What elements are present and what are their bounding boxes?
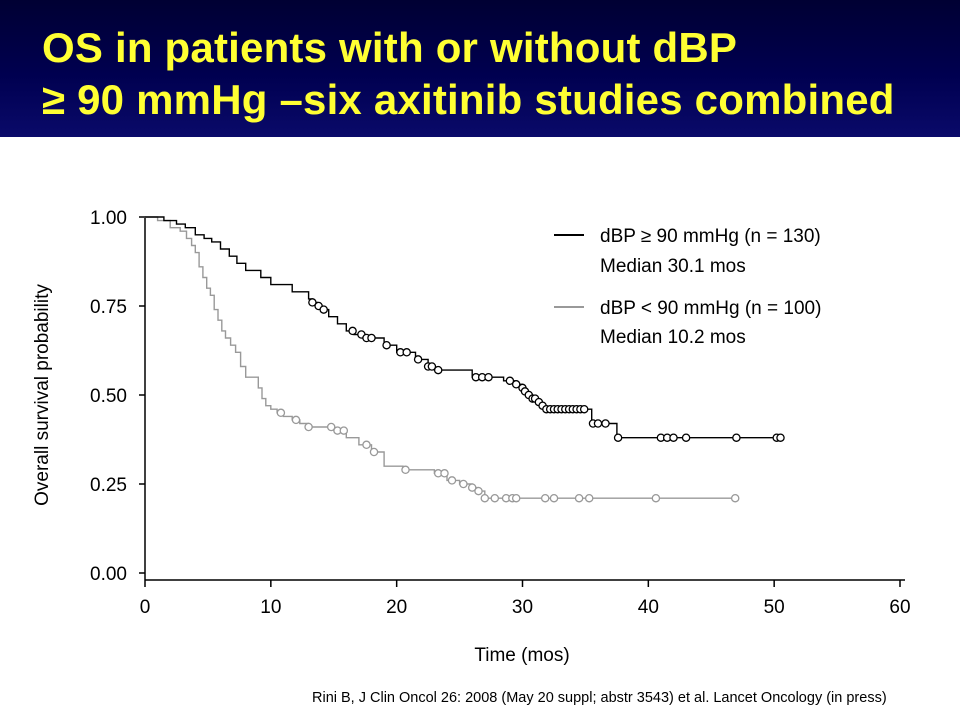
title-banner: OS in patients with or without dBP ≥ 90 … [0,0,960,137]
censor-mark-high-dbp [382,340,391,350]
censor-mark-low-dbp [440,469,449,478]
censor-mark-low-dbp [474,486,483,496]
censor-mark-low-dbp [584,493,594,503]
censor-mark-low-dbp [459,479,468,489]
censor-mark-low-dbp [490,493,500,503]
censor-mark-low-dbp [304,422,313,432]
censor-mark-high-dbp [427,362,437,371]
censor-mark-high-dbp [413,355,423,364]
x-tick-label: 60 [889,597,910,618]
censor-mark-low-dbp [480,493,490,503]
censor-mark-low-dbp [511,493,521,503]
censor-mark-high-dbp [511,380,521,389]
y-tick-label: 0.00 [90,564,127,585]
legend-label-low-dbp: dBP < 90 mmHg (n = 100) [600,298,821,319]
censor-mark-low-dbp [549,493,559,503]
legend-median-high-dbp: Median 30.1 mos [600,256,746,277]
legend-label-high-dbp: dBP ≥ 90 mmHg (n = 130) [600,226,821,247]
censor-mark-low-dbp [730,493,740,503]
x-tick-label: 20 [386,597,407,618]
y-tick-label: 0.75 [90,297,127,318]
censor-mark-low-dbp [447,476,457,485]
censor-mark-low-dbp [540,493,550,503]
censor-mark-high-dbp [593,419,603,428]
censor-mark-high-dbp [505,376,515,386]
censor-mark-low-dbp [574,493,584,503]
censor-mark-high-dbp [402,348,411,357]
x-tick-label: 50 [764,597,785,618]
legend-median-low-dbp: Median 10.2 mos [600,327,746,348]
censor-mark-high-dbp [669,433,678,442]
censor-mark-high-dbp [732,433,741,442]
censor-mark-high-dbp [776,433,785,442]
legend: dBP ≥ 90 mmHg (n = 130) Median 30.1 mos … [554,226,821,348]
y-axis-label: Overall survival probability [32,284,53,506]
y-ticks: 0.00 0.25 0.50 0.75 1.00 [90,208,145,585]
censor-mark-low-dbp [326,422,336,432]
x-tick-label: 10 [260,597,281,618]
censor-mark-high-dbp [579,404,589,414]
x-ticks: 0 10 20 30 40 50 60 [140,580,911,618]
censor-mark-high-dbp [601,419,610,428]
y-tick-label: 1.00 [90,208,127,229]
slide-title-line-1: OS in patients with or without dBP [42,24,738,71]
y-tick-label: 0.25 [90,475,127,496]
censor-mark-low-dbp [276,408,286,418]
axes [144,218,905,581]
censor-mark-low-dbp [651,493,661,503]
censor-mark-low-dbp [369,447,379,457]
censor-mark-high-dbp [319,305,328,314]
censor-mark-high-dbp [348,326,357,336]
censor-mark-low-dbp [401,465,410,475]
censor-mark-high-dbp [433,365,443,375]
x-tick-label: 30 [512,597,533,618]
slide-title-line-2: ≥ 90 mmHg –six axitinib studies combined [42,76,895,123]
citation-footnote: Rini B, J Clin Oncol 26: 2008 (May 20 su… [312,690,887,706]
censor-mark-low-dbp [467,483,477,492]
x-tick-label: 0 [140,597,151,618]
censor-mark-high-dbp [308,298,317,307]
y-tick-label: 0.50 [90,386,127,407]
censor-mark-high-dbp [367,333,376,343]
censor-mark-low-dbp [339,426,349,435]
censor-mark-high-dbp [613,433,623,442]
x-axis-label: Time (mos) [474,645,569,666]
censor-mark-high-dbp [681,433,691,442]
x-tick-label: 40 [638,597,659,618]
censor-mark-low-dbp [362,440,371,450]
censor-marks [276,298,785,503]
censor-mark-low-dbp [291,415,301,425]
censor-mark-high-dbp [484,372,493,382]
